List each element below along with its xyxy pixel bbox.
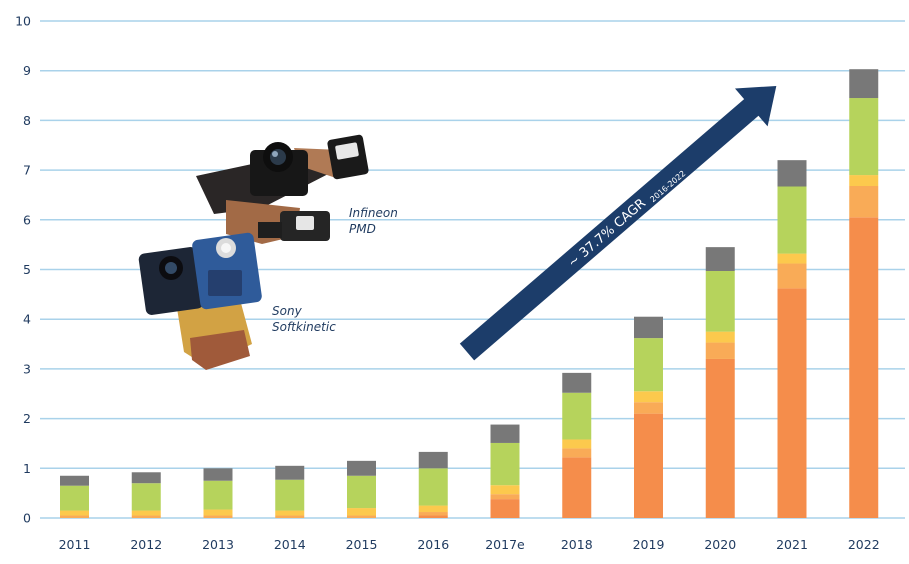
x-tick-label: 2012 — [130, 537, 162, 552]
x-tick-label: 2021 — [776, 537, 808, 552]
bar-2013-segment-5 — [203, 468, 233, 481]
x-tick-label: 2017e — [485, 537, 525, 552]
bar-2021-segment-3 — [777, 253, 807, 264]
x-tick-label: 2013 — [202, 537, 234, 552]
bar-2013-segment-2 — [203, 515, 233, 518]
bar-2022-segment-5 — [849, 69, 879, 99]
bar-2015-segment-5 — [347, 460, 376, 476]
bar-2017e-segment-2 — [490, 494, 520, 500]
bar-2014-segment-3 — [275, 510, 305, 516]
bar-2019-segment-3 — [634, 391, 663, 403]
x-tick-label: 2015 — [346, 537, 378, 552]
bar-2022-segment-1 — [849, 217, 879, 518]
x-tick-label: 2020 — [704, 537, 736, 552]
x-axis-ticks: 2011 2012 2013 2014 2015 2016 2017e 2018 2019 202… — [59, 537, 880, 552]
bar-2021-segment-1 — [777, 288, 807, 518]
bar-2018-segment-1 — [562, 457, 592, 518]
bar-2014-segment-4 — [275, 479, 305, 511]
x-tick-label: 2019 — [633, 537, 665, 552]
y-tick-label: 4 — [23, 312, 31, 327]
bar-2019-segment-5 — [634, 316, 663, 339]
bar-2015-segment-4 — [347, 475, 376, 509]
y-tick-label: 2 — [23, 411, 31, 426]
bar-2016-segment-5 — [418, 451, 448, 469]
bar-2014-segment-5 — [275, 465, 305, 480]
infineon-module-icon — [196, 134, 369, 244]
bar-2011-segment-2 — [60, 515, 89, 518]
cagr-arrow: ~ 37.7% CAGR 2016-2022 — [459, 85, 777, 361]
bar-2013-segment-3 — [203, 509, 233, 516]
bar-2013-segment-4 — [203, 480, 233, 510]
bar-2022-segment-3 — [849, 175, 879, 187]
svg-text:~ 37.7% CAGR 2016-2022: ~ 37.7% CAGR 2016-2022 — [565, 164, 687, 272]
sony-label-line1: Sony — [272, 304, 302, 318]
bar-2011-segment-3 — [60, 510, 89, 516]
bar-2020-segment-3 — [705, 331, 735, 343]
bar-2019-segment-4 — [634, 338, 663, 392]
bar-2020-segment-4 — [705, 270, 735, 332]
y-tick-label: 0 — [23, 511, 31, 526]
bar-2012-segment-5 — [131, 472, 161, 484]
bar-2016-segment-2 — [418, 512, 448, 516]
bar-2015-segment-3 — [347, 508, 376, 516]
cagr-label: ~ 37.7% CAGR — [565, 196, 649, 271]
infineon-label-line1: Infineon — [349, 206, 398, 220]
x-tick-label: 2011 — [59, 537, 91, 552]
bar-2012-segment-2 — [131, 515, 161, 518]
bar-2012-segment-4 — [131, 483, 161, 511]
bar-2016-segment-3 — [418, 505, 448, 513]
sony-label: Sony Softkinetic — [272, 303, 336, 335]
camera-module-photo-icon — [138, 134, 369, 370]
bar-2021-segment-5 — [777, 160, 807, 187]
bar-2020-segment-2 — [705, 342, 735, 359]
bar-2022-segment-2 — [849, 186, 879, 218]
bar-2019-segment-2 — [634, 402, 663, 414]
bar-2021-segment-2 — [777, 263, 807, 289]
bar-2021-segment-4 — [777, 186, 807, 254]
y-tick-label: 3 — [23, 361, 31, 376]
x-tick-label: 2018 — [561, 537, 593, 552]
bar-2018-segment-3 — [562, 439, 592, 449]
bar-2017e-segment-4 — [490, 442, 520, 486]
arrow-icon — [459, 85, 777, 361]
bar-2015-segment-2 — [347, 515, 376, 518]
bar-2019-segment-1 — [634, 413, 663, 518]
y-tick-label: 10 — [15, 14, 31, 29]
bar-2014-segment-2 — [275, 515, 305, 518]
sony-label-line2: Softkinetic — [272, 320, 336, 334]
bar-2016-segment-1 — [418, 515, 448, 518]
y-tick-label: 8 — [23, 113, 31, 128]
bar-2022-segment-4 — [849, 98, 879, 176]
infineon-label: Infineon PMD — [349, 205, 398, 237]
bars — [60, 69, 879, 518]
bar-2012-segment-3 — [131, 510, 161, 516]
bar-2016-segment-4 — [418, 468, 448, 506]
infineon-label-line2: PMD — [349, 222, 376, 236]
bar-2018-segment-4 — [562, 392, 592, 440]
y-tick-label: 5 — [23, 262, 31, 277]
bar-2018-segment-2 — [562, 448, 592, 458]
bar-2017e-segment-5 — [490, 424, 520, 443]
bar-2020-segment-1 — [705, 358, 735, 518]
x-tick-label: 2016 — [417, 537, 449, 552]
x-tick-label: 2022 — [848, 537, 880, 552]
bar-2018-segment-5 — [562, 372, 592, 393]
x-tick-label: 2014 — [274, 537, 306, 552]
bar-2011-segment-4 — [60, 485, 89, 511]
bar-2017e-segment-3 — [490, 485, 520, 495]
bar-2011-segment-5 — [60, 475, 89, 486]
bar-2020-segment-5 — [705, 247, 735, 271]
y-tick-label: 6 — [23, 212, 31, 227]
y-tick-label: 9 — [23, 63, 31, 78]
y-axis-ticks: 0 1 2 3 4 5 6 7 8 9 10 — [15, 14, 31, 526]
y-tick-label: 7 — [23, 163, 31, 178]
sony-module-icon — [138, 232, 262, 370]
y-tick-label: 1 — [23, 461, 31, 476]
bar-2017e-segment-1 — [490, 499, 520, 518]
